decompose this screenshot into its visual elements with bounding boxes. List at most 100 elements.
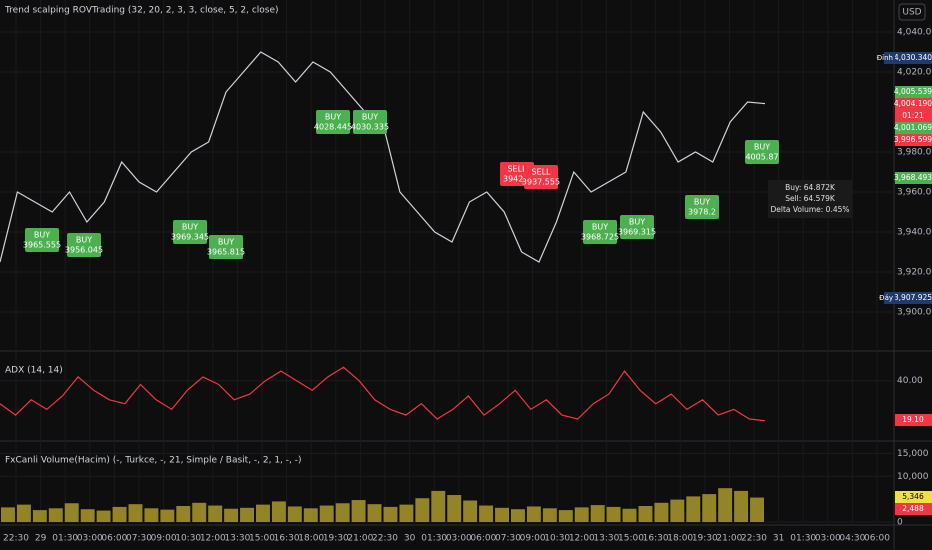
x-tick-label: 06:00 — [864, 534, 890, 544]
currency[interactable]: USD — [902, 8, 921, 18]
volume-bar — [112, 506, 127, 522]
info-line: Buy: 64.872K — [785, 183, 836, 192]
signal-box — [173, 220, 207, 244]
signal-box — [353, 110, 387, 134]
x-tick-label: 06:00 — [470, 534, 496, 544]
signal-type: BUY — [629, 218, 645, 227]
x-tick-label: 06:00 — [101, 534, 127, 544]
volume-bar — [319, 505, 334, 522]
volume-bar — [335, 503, 350, 522]
volume-bar — [271, 501, 286, 522]
currency-button[interactable] — [898, 3, 926, 21]
signal-box — [25, 228, 59, 252]
x-tick-label: 15:00 — [618, 534, 644, 544]
volume-bar — [1, 507, 15, 522]
x-tick-label: 21:00 — [347, 534, 373, 544]
price-badge — [895, 172, 932, 184]
x-tick-label: 01:30 — [790, 534, 816, 544]
volume-bar — [670, 499, 685, 522]
signal-box — [524, 165, 558, 189]
price-badge — [895, 98, 932, 110]
volume-bar — [48, 508, 63, 522]
volume-bar — [447, 495, 462, 522]
signal-price: 3937.555 — [522, 178, 560, 187]
signal-box — [209, 235, 243, 259]
x-tick-label: 09:00 — [520, 534, 546, 544]
signal-price: 3968.725 — [581, 233, 619, 242]
price-badge — [895, 52, 932, 64]
price-badge — [895, 414, 932, 426]
signal-box — [316, 110, 350, 134]
signal-box — [583, 220, 617, 244]
signal-price: 3969.345 — [171, 233, 209, 242]
x-tick-label: 31 — [773, 534, 784, 544]
x-tick-label: 18:00 — [667, 534, 693, 544]
volume-bar — [574, 507, 589, 522]
volume-bar — [96, 510, 111, 522]
info-box — [768, 180, 852, 218]
volume-bar — [224, 508, 239, 522]
volume-bar — [734, 490, 749, 522]
price-badge — [895, 503, 932, 515]
volume-bar — [256, 504, 270, 522]
signal-price: 4030.335 — [351, 123, 389, 132]
price-tag: Đỉnh — [877, 54, 893, 62]
pane-title: ADX (14, 14) — [5, 366, 63, 376]
x-tick-label: 21:00 — [716, 534, 742, 544]
volume-bar — [176, 506, 191, 522]
price-badge-label: 4,030.340 — [894, 53, 932, 62]
signal-price: 3969.315 — [618, 228, 656, 237]
x-tick-label: 13:30 — [224, 534, 250, 544]
y-tick-label: 4,040.000 — [897, 28, 932, 38]
signal-price: 4028.445 — [314, 123, 352, 132]
volume-bar — [192, 502, 207, 522]
signal-type: BUY — [362, 113, 378, 122]
volume-bar — [128, 504, 143, 522]
volume-bar — [654, 502, 669, 522]
signal-box — [685, 195, 719, 219]
volume-bar — [606, 506, 621, 522]
volume-bar — [479, 505, 494, 522]
volume-bar — [542, 508, 557, 522]
price-badge-label: 3,907.925 — [894, 293, 932, 302]
countdown-bg — [895, 110, 932, 122]
x-tick-label: 09:00 — [151, 534, 177, 544]
x-tick-label: 19:30 — [692, 534, 718, 544]
volume-bar — [718, 488, 733, 522]
signal-type: BUY — [694, 198, 710, 207]
volume-bar — [590, 505, 605, 522]
volume-bar — [399, 504, 414, 522]
price-badge-label: 19.10 — [902, 415, 924, 424]
volume-bar — [367, 504, 382, 522]
x-tick-label: 03:00 — [77, 534, 103, 544]
price-line — [0, 366, 766, 422]
volume-bar — [208, 505, 223, 522]
pane-title: Trend scalping ROVTrading (32, 20, 2, 3,… — [4, 6, 279, 16]
signal-price: 3956.045 — [65, 246, 103, 255]
x-tick-label: 30 — [404, 534, 416, 544]
info-line: Sell: 64.579K — [785, 194, 836, 203]
volume-bar — [80, 509, 95, 522]
x-tick-label: 03:00 — [446, 534, 472, 544]
signal-type: BUY — [754, 143, 770, 152]
price-badge — [895, 491, 932, 503]
y-tick-label: 3,900.000 — [897, 308, 932, 318]
x-tick-label: 12:00 — [200, 534, 226, 544]
signal-price: 4005.87 — [745, 153, 778, 162]
x-tick-label: 12:00 — [569, 534, 595, 544]
volume-bar — [558, 510, 573, 522]
x-tick-label: 18:00 — [298, 534, 324, 544]
price-badge-label: 3,996.599 — [894, 135, 932, 144]
signal-price: 3978.2 — [688, 208, 716, 217]
price-badge — [895, 134, 932, 146]
x-tick-label: 03:00 — [815, 534, 841, 544]
